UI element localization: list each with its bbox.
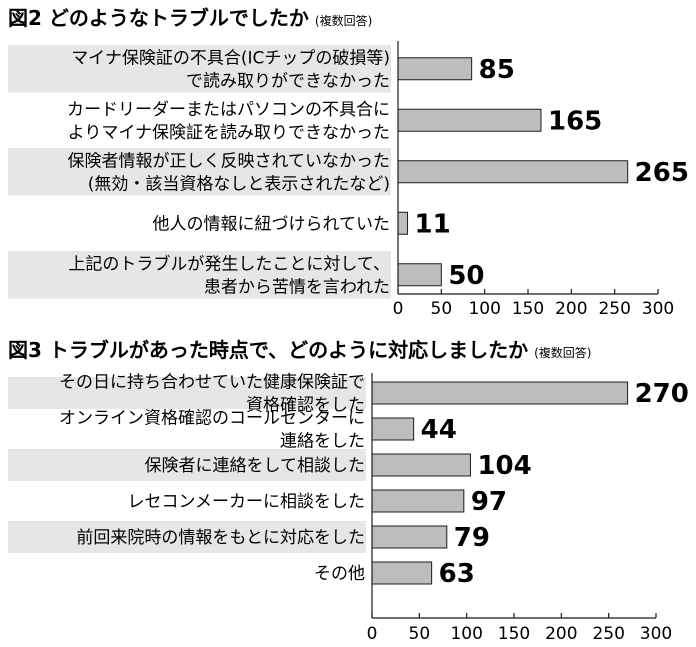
x-tick-label: 150 [512, 299, 544, 319]
x-tick-label: 50 [409, 624, 431, 644]
bar-value-label: 11 [415, 209, 451, 239]
category-band [8, 148, 391, 196]
chart-title-fig3: 図3 トラブルがあった時点で、どのように対応しましたか [8, 338, 528, 362]
bar [371, 489, 465, 513]
category-label: 前回来院時の情報をもとに対応をした [76, 528, 365, 548]
bar-chart-fig2: マイナ保険証の不具合(ICチップの破損等) で読み取りができなかった 85 カードリー… [8, 41, 689, 319]
category-band [8, 377, 366, 409]
bar-value-label: 265 [635, 158, 689, 188]
bar [371, 561, 433, 585]
chart-title-note-fig2: (複数回答) [315, 13, 372, 28]
bar [371, 525, 448, 549]
bar [397, 160, 629, 184]
category-label: で読み取りができなかった [186, 71, 390, 91]
bar-value-label: 165 [548, 106, 602, 136]
category-band [8, 45, 391, 93]
category-label: 保険者に連絡をして相談した [145, 456, 366, 476]
x-tick-label: 250 [592, 624, 624, 644]
x-tick-label: 100 [450, 624, 482, 644]
category-label: 連絡をした [280, 432, 365, 452]
bar-value-label: 63 [439, 559, 475, 589]
bar [371, 417, 415, 441]
category-label: オンライン資格確認のコールセンターに [59, 409, 365, 429]
x-tick-label: 250 [598, 299, 630, 319]
x-tick-label: 200 [555, 299, 587, 319]
category-label: 資格確認をした [246, 396, 365, 416]
bar-value-label: 270 [635, 379, 689, 409]
category-label: 上記のトラブルが発生したことに対して、 [68, 253, 390, 274]
bar-value-label: 85 [479, 55, 515, 85]
bar [371, 453, 471, 477]
x-tick-label: 0 [393, 299, 404, 319]
bar [397, 211, 409, 235]
bar [371, 381, 629, 405]
category-label: レセコンメーカーに相談をした [128, 492, 366, 512]
bar-value-label: 79 [454, 523, 490, 553]
x-tick-label: 0 [367, 624, 378, 644]
chart-title-fig2: 図2 どのようなトラブルでしたか [8, 6, 309, 30]
category-label: (無効・該当資格なしと表示されたなど) [88, 174, 390, 194]
bar [397, 57, 473, 81]
category-band [8, 251, 391, 299]
category-label: マイナ保険証の不具合(ICチップの破損等) [71, 48, 390, 68]
chart-title-note-fig3: (複数回答) [534, 345, 591, 360]
x-tick-label: 300 [640, 624, 672, 644]
category-band [8, 449, 366, 481]
x-tick-label: 50 [431, 299, 453, 319]
bar-value-label: 50 [448, 261, 484, 291]
x-tick-label: 200 [545, 624, 577, 644]
category-label: その他 [314, 564, 365, 584]
category-label: カードリーダーまたはパソコンの不具合に [67, 100, 390, 120]
bar-value-label: 97 [471, 487, 507, 517]
category-label: 保険者情報が正しく反映されていなかった [68, 151, 391, 171]
x-tick-label: 150 [498, 624, 530, 644]
category-label: その日に持ち合わせていた健康保険証で [59, 373, 365, 393]
bar-value-label: 104 [477, 451, 531, 481]
category-label: 他人の情報に紐づけられていた [153, 214, 391, 234]
bar-value-label: 44 [421, 415, 457, 445]
x-tick-label: 100 [468, 299, 500, 319]
bar [397, 108, 542, 132]
category-label: よりマイナ保険証を読み取りできなかった [68, 123, 390, 143]
category-label: 患者から苦情を言われた [204, 277, 390, 297]
category-band [8, 521, 366, 553]
bar [397, 263, 442, 287]
x-tick-label: 300 [642, 299, 674, 319]
